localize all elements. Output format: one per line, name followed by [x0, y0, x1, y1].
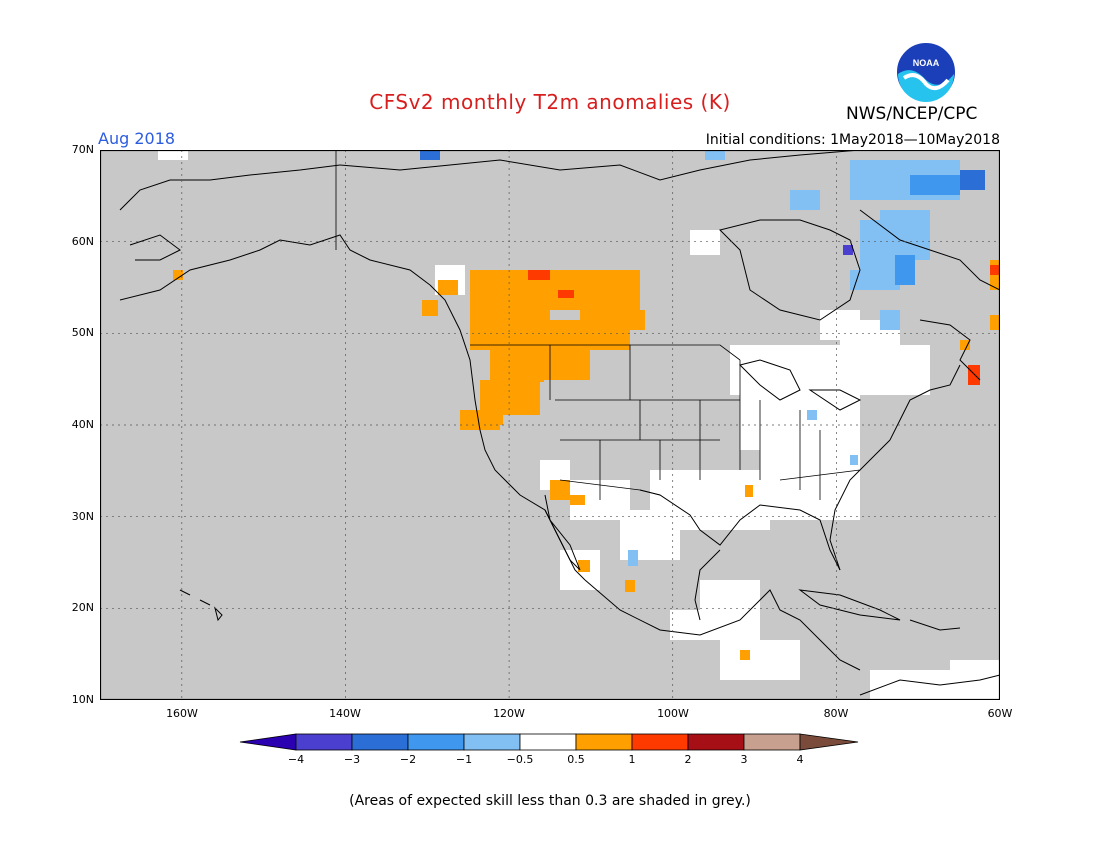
colorbar-label: 2: [684, 753, 692, 766]
colorbar-segment-4: [463, 733, 521, 751]
colorbar-segment-2: [351, 733, 409, 751]
colorbar-label: −2: [399, 753, 417, 766]
map-frame: [100, 150, 1000, 700]
colorbar-segment-9: [743, 733, 801, 751]
colorbar-max-triangle: [799, 733, 859, 751]
political-borders: [335, 150, 861, 500]
colorbar-label: 0.5: [567, 753, 585, 766]
lat-label-50n: 50N: [71, 326, 94, 339]
noaa-logo-icon: NOAA: [895, 41, 957, 103]
lon-label-140w: 140W: [329, 707, 361, 720]
lat-label-70n: 70N: [71, 143, 94, 156]
noaa-logo-text: NOAA: [913, 58, 940, 68]
chart-title: CFSv2 monthly T2m anomalies (K): [369, 90, 731, 114]
colorbar-segment-7: [631, 733, 689, 751]
colorbar-segment-6: [575, 733, 633, 751]
colorbar-segment-5: [519, 733, 577, 751]
colorbar-segment-8: [687, 733, 745, 751]
lat-label-40n: 40N: [71, 418, 94, 431]
anomaly-map: [100, 150, 1000, 700]
lat-label-60n: 60N: [71, 235, 94, 248]
gridlines: [100, 150, 1000, 700]
cold-anomaly-regions: [420, 150, 985, 566]
lat-label-10n: 10N: [71, 693, 94, 706]
colorbar-label: 1: [628, 753, 636, 766]
lat-label-30n: 30N: [71, 510, 94, 523]
colorbar: [239, 733, 859, 751]
colorbar-label: −1: [455, 753, 473, 766]
coastlines: [119, 150, 1000, 696]
strong-warm-regions: [528, 265, 1000, 385]
initial-conditions-label: Initial conditions: 1May2018—10May2018: [705, 132, 1000, 148]
agency-label: NWS/NCEP/CPC: [846, 104, 978, 124]
month-label: Aug 2018: [98, 129, 176, 148]
colorbar-label: −4: [287, 753, 305, 766]
colorbar-segment-1: [295, 733, 353, 751]
colorbar-label: −0.5: [506, 753, 534, 766]
colorbar-label: −3: [343, 753, 361, 766]
colorbar-segment-3: [407, 733, 465, 751]
lon-label-100w: 100W: [657, 707, 689, 720]
colorbar-label: 4: [796, 753, 804, 766]
footnote: (Areas of expected skill less than 0.3 a…: [349, 793, 751, 809]
lat-label-20n: 20N: [71, 601, 94, 614]
lon-label-120w: 120W: [493, 707, 525, 720]
colorbar-min-triangle: [239, 733, 297, 751]
lon-label-160w: 160W: [166, 707, 198, 720]
lon-label-60w: 60W: [987, 707, 1013, 720]
neutral-regions: [158, 150, 1000, 700]
lon-label-80w: 80W: [823, 707, 849, 720]
colorbar-label: 3: [740, 753, 748, 766]
